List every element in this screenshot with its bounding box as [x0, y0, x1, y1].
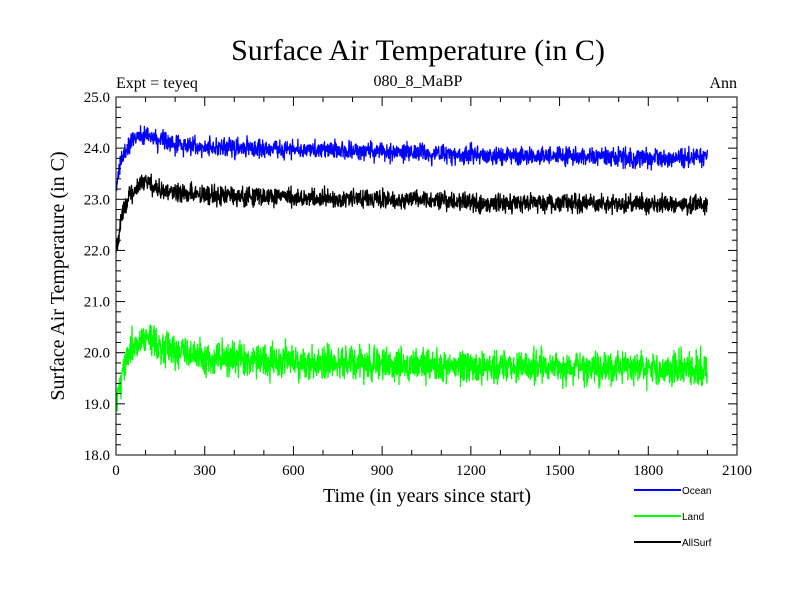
- x-tick-label: 300: [193, 463, 216, 479]
- y-tick-label: 20.0: [84, 346, 110, 362]
- x-tick-label: 900: [371, 463, 394, 479]
- x-tick-label: 1200: [456, 463, 486, 479]
- axes-layer: 0 300 600 900 1200 1500 1800 2100 18.0 19.0 20.0 21…: [84, 90, 752, 479]
- season-label: Ann: [709, 75, 737, 92]
- series-line-ocean: [115, 125, 709, 192]
- x-tick-label: 1800: [633, 463, 663, 479]
- series-line-land: [115, 324, 708, 412]
- y-tick-label: 21.0: [84, 295, 110, 311]
- legend-label-allsurf: AllSurf: [682, 538, 712, 549]
- legend: Ocean Land AllSurf: [634, 486, 712, 549]
- y-tick-label: 19.0: [84, 397, 110, 413]
- y-tick-label: 25.0: [84, 90, 110, 106]
- legend-label-land: Land: [682, 512, 704, 523]
- y-tick-label: 18.0: [84, 448, 110, 464]
- y-axis-label: Surface Air Temperature (in C): [47, 151, 69, 400]
- plot-frame: [115, 96, 738, 456]
- y-tick-label: 24.0: [84, 141, 110, 157]
- legend-label-ocean: Ocean: [682, 486, 711, 497]
- x-axis-label: Time (in years since start): [323, 485, 531, 507]
- period-label: 080_8_MaBP: [374, 73, 463, 90]
- experiment-label: Expt = teyeq: [116, 75, 198, 92]
- series-layer: [115, 125, 709, 412]
- x-tick-label: 600: [282, 463, 305, 479]
- x-tick-label: 1500: [545, 463, 575, 479]
- x-tick-label: 0: [112, 463, 120, 479]
- y-tick-label: 22.0: [84, 243, 110, 259]
- y-tick-label: 23.0: [84, 192, 110, 208]
- chart-title: Surface Air Temperature (in C): [231, 34, 605, 67]
- series-line-allsurf: [115, 173, 709, 253]
- x-tick-label: 2100: [722, 463, 752, 479]
